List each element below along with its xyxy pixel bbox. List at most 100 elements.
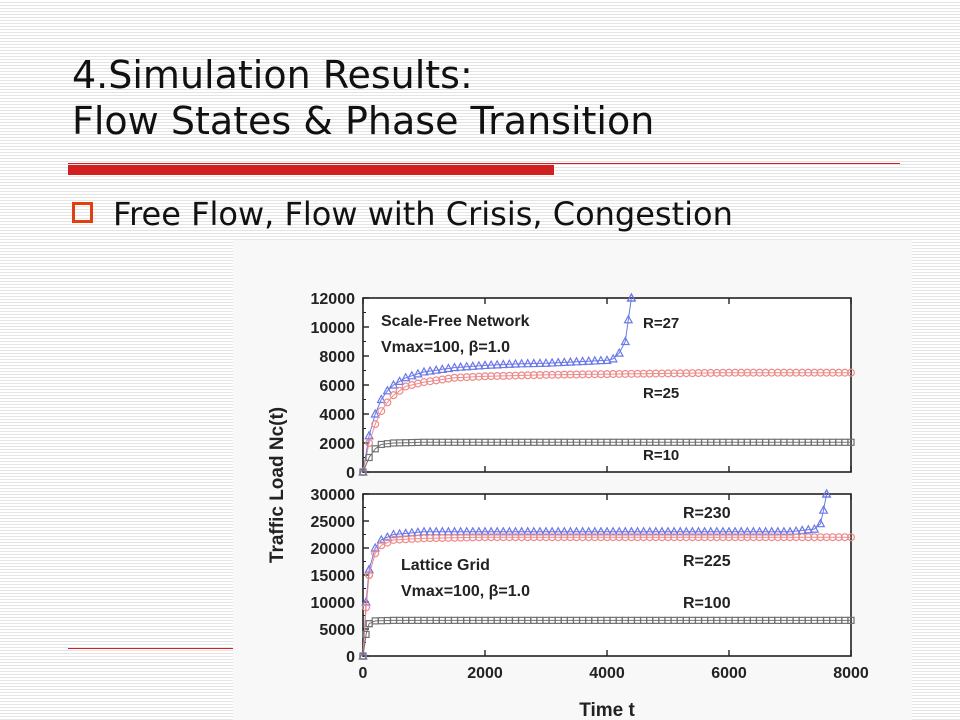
data-point-circle (834, 533, 843, 542)
data-point-circle (718, 533, 727, 542)
data-point-triangle (589, 355, 600, 365)
data-point-circle (828, 368, 837, 377)
data-point-circle (706, 368, 715, 377)
data-point-circle (615, 369, 624, 378)
data-point-triangle (559, 357, 570, 366)
data-point-triangle (650, 526, 661, 536)
data-point-circle (517, 533, 526, 542)
data-point-circle (749, 533, 758, 542)
data-point-triangle (467, 361, 478, 370)
data-point-triangle (455, 361, 466, 371)
data-point-triangle (583, 526, 594, 536)
data-point-triangle (589, 526, 600, 536)
data-point-circle (456, 373, 465, 382)
series-label: R=230 (683, 505, 731, 522)
data-point-circle (523, 371, 532, 380)
data-point-triangle (480, 526, 490, 536)
y-axis-label: Traffic Load Nc(t) (267, 407, 288, 563)
data-point-triangle (620, 526, 631, 536)
data-point-triangle (614, 347, 625, 357)
data-point-circle (474, 533, 483, 542)
data-point-triangle (492, 526, 503, 536)
y-tick-label: 0 (346, 465, 355, 482)
y-tick-label: 0 (346, 649, 355, 666)
data-point-triangle (480, 360, 490, 370)
data-point-triangle (644, 526, 655, 536)
data-point-circle (761, 533, 770, 542)
data-point-triangle (748, 526, 759, 536)
bullet-text: Free Flow, Flow with Crisis, Congestion (113, 195, 733, 233)
data-point-triangle (553, 526, 564, 536)
data-point-circle (590, 370, 599, 379)
data-point-triangle (681, 526, 692, 536)
data-point-circle (706, 533, 715, 542)
data-point-circle (438, 375, 447, 384)
data-point-circle (834, 368, 843, 377)
data-point-circle (651, 533, 660, 542)
data-point-triangle (577, 526, 588, 536)
data-point-circle (816, 533, 825, 542)
data-point-circle (725, 533, 734, 542)
data-point-circle (688, 533, 697, 542)
data-point-triangle (815, 518, 826, 528)
y-tick-label: 20000 (311, 541, 356, 558)
data-point-circle (542, 533, 551, 542)
data-point-circle (743, 533, 752, 542)
data-point-circle (572, 370, 581, 379)
data-point-triangle (504, 359, 515, 368)
data-point-triangle (571, 526, 582, 536)
data-point-triangle (638, 526, 649, 536)
data-point-circle (688, 369, 697, 378)
y-tick-label: 4000 (319, 407, 355, 424)
data-point-circle (761, 368, 770, 377)
data-point-triangle (437, 364, 448, 373)
data-point-circle (804, 533, 813, 542)
data-point-circle (426, 534, 435, 543)
data-point-triangle (754, 526, 765, 536)
data-point-circle (596, 533, 605, 542)
data-point-circle (474, 372, 483, 381)
data-point-circle (731, 533, 740, 542)
data-point-triangle (522, 358, 533, 368)
data-point-circle (590, 533, 599, 542)
data-point-circle (651, 369, 660, 378)
data-point-circle (468, 372, 477, 381)
data-point-circle (487, 533, 496, 542)
data-point-triangle (370, 542, 381, 552)
data-point-circle (822, 533, 831, 542)
data-point-circle (535, 533, 544, 542)
y-tick-label: 8000 (319, 349, 355, 366)
data-point-circle (432, 376, 441, 385)
data-point-triangle (425, 365, 435, 375)
data-point-triangle (528, 358, 539, 368)
data-point-triangle (718, 526, 728, 536)
x-axis-label: Time t (579, 700, 635, 720)
data-point-circle (456, 533, 465, 542)
data-point-circle (365, 571, 374, 580)
data-point-circle (487, 372, 496, 381)
data-point-triangle (693, 526, 704, 536)
data-point-circle (633, 369, 642, 378)
data-point-triangle (553, 357, 564, 367)
y-tick-label: 10000 (311, 595, 356, 612)
data-point-circle (462, 533, 471, 542)
data-point-triangle (467, 526, 478, 536)
data-point-triangle (547, 357, 557, 367)
data-point-circle (731, 368, 740, 377)
data-point-triangle (528, 526, 539, 536)
data-point-square (371, 445, 379, 453)
footer-rule (68, 648, 238, 649)
data-point-triangle (400, 372, 411, 382)
data-point-triangle (370, 408, 381, 418)
data-point-circle (755, 533, 764, 542)
data-point-triangle (510, 358, 521, 368)
data-point-circle (499, 533, 508, 542)
data-point-triangle (443, 363, 454, 373)
data-point-circle (395, 535, 404, 544)
data-point-triangle (406, 370, 417, 380)
data-point-circle (554, 533, 563, 542)
data-point-circle (450, 373, 459, 382)
y-tick-label: 30000 (311, 487, 356, 504)
data-point-circle (450, 533, 459, 542)
plot-frame-bottom (362, 493, 852, 657)
